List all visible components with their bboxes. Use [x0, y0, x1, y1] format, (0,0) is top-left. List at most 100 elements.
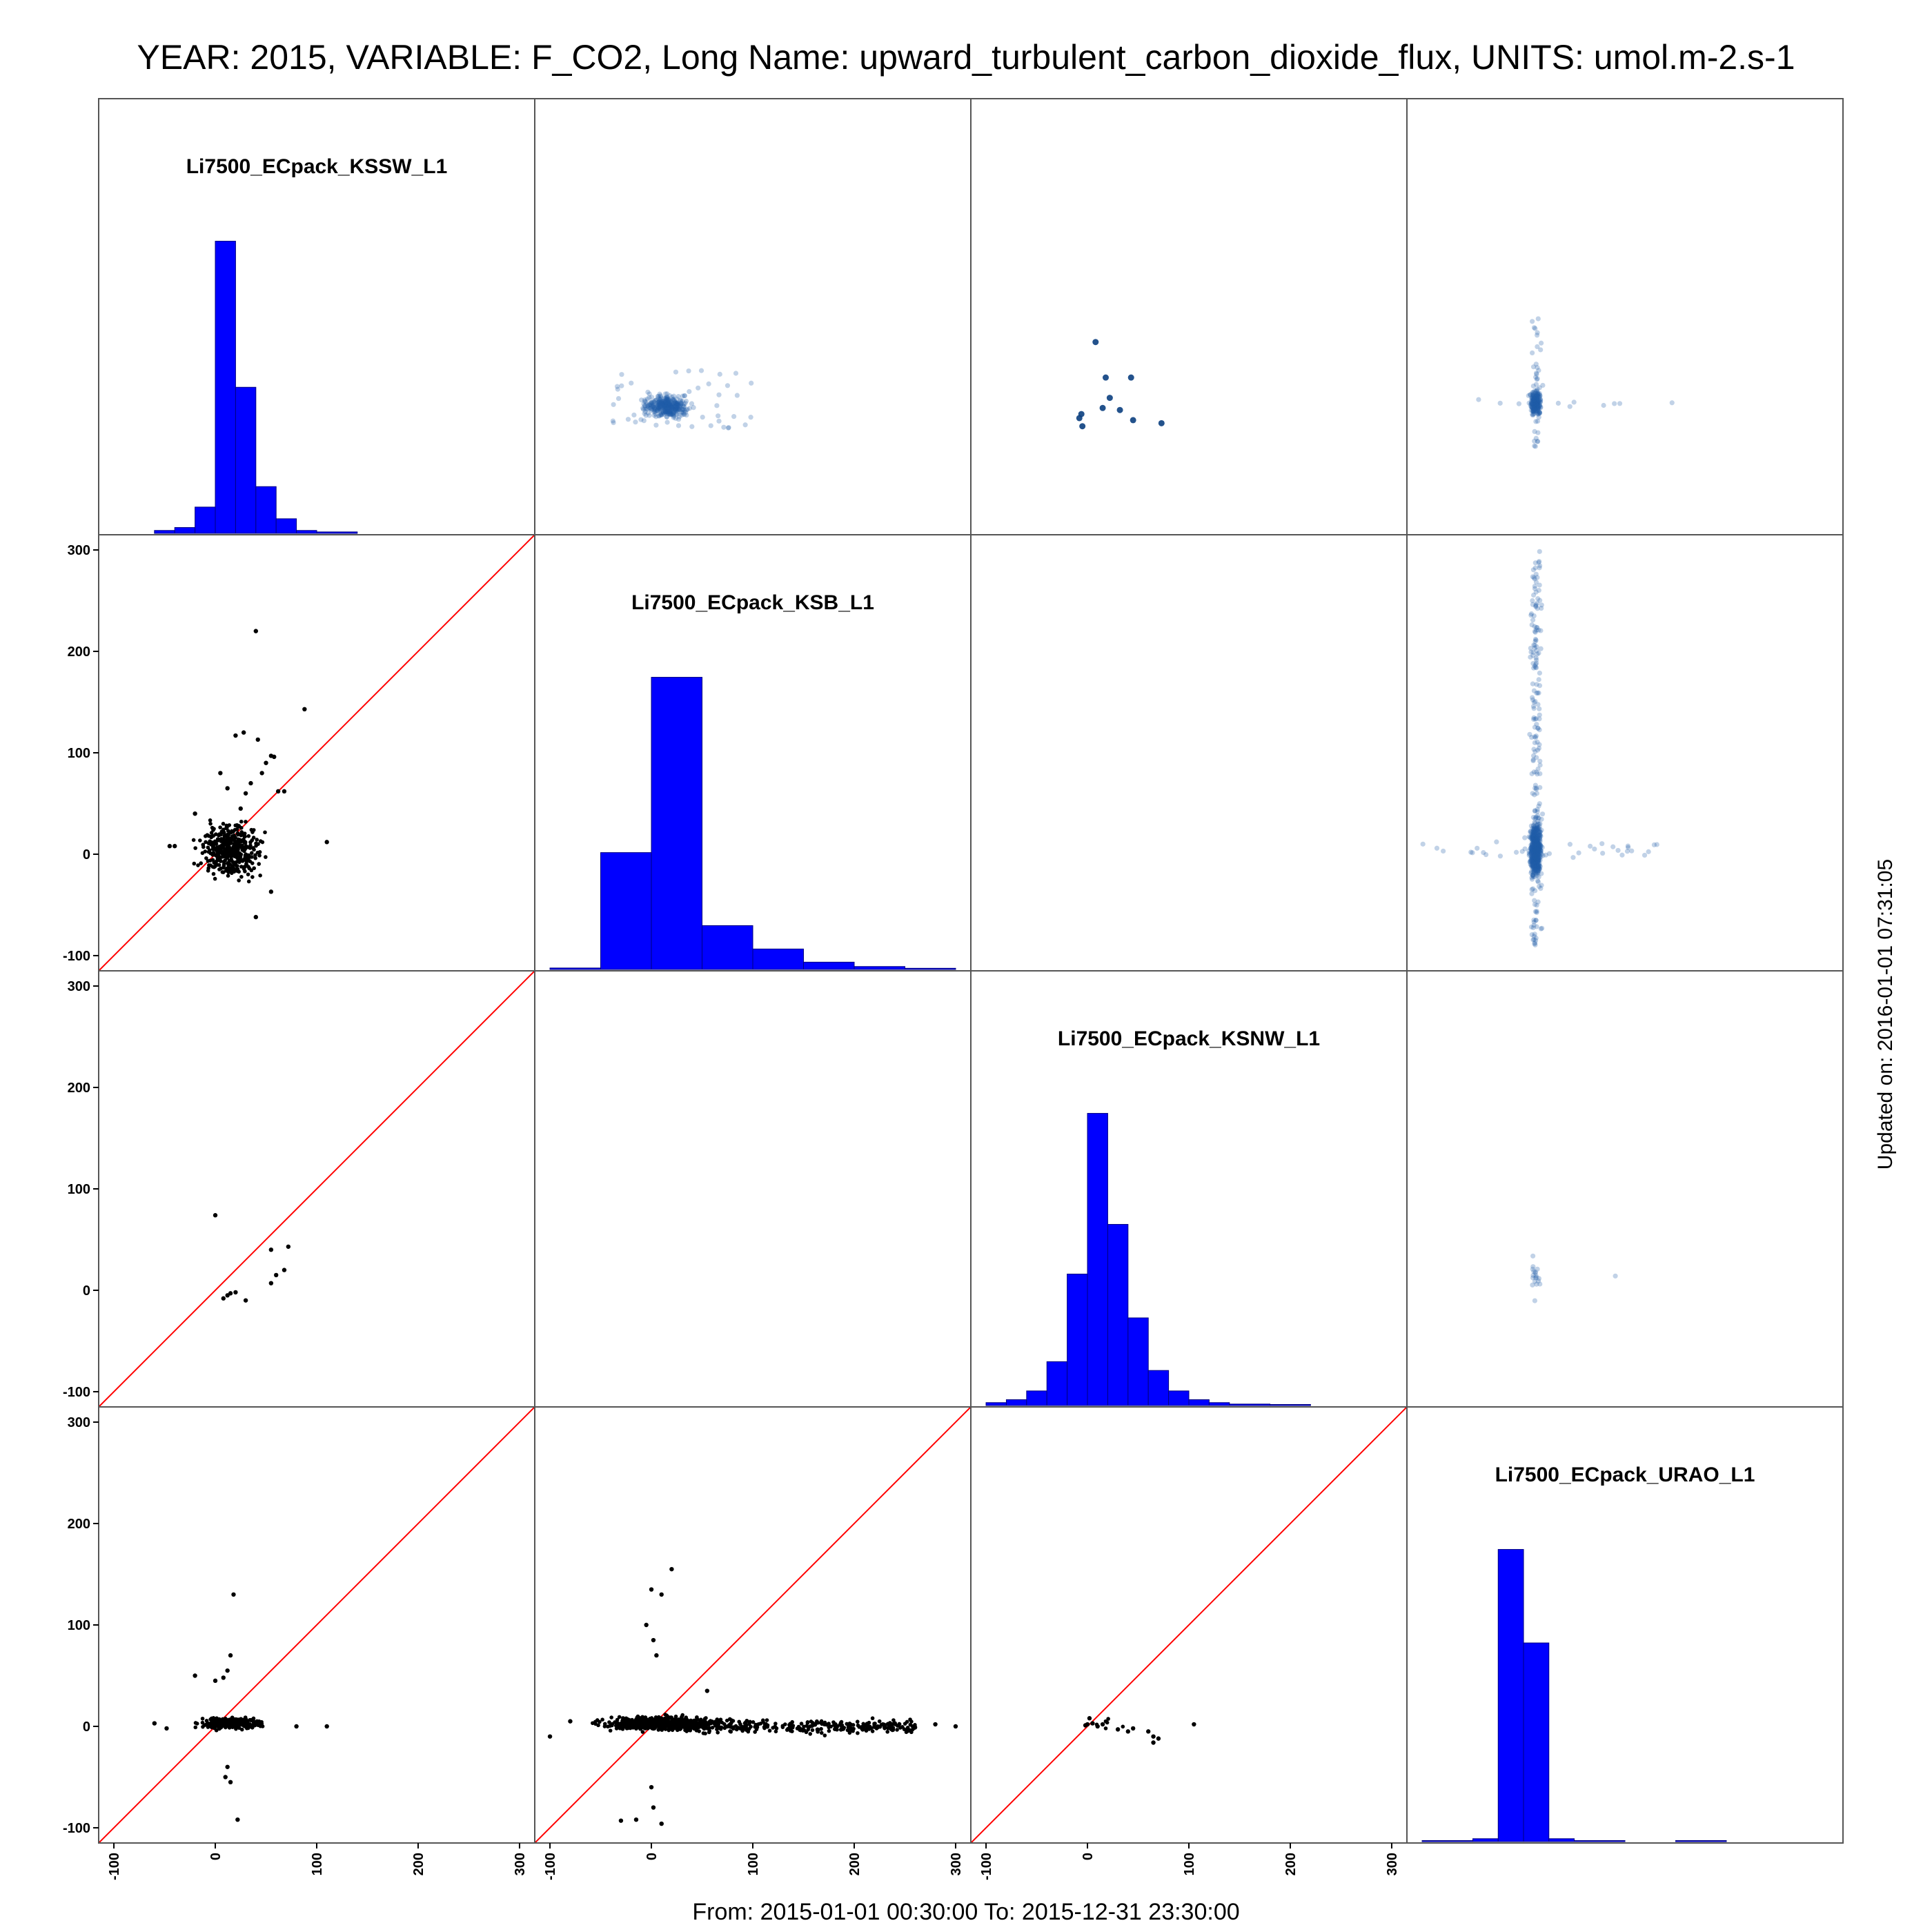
density-point	[1535, 878, 1541, 884]
scatter-point	[225, 1764, 230, 1769]
density-point	[1534, 845, 1539, 851]
density-point	[1535, 840, 1540, 846]
density-point	[1535, 399, 1541, 405]
scatter-point	[1125, 1729, 1131, 1734]
density-point	[1535, 393, 1540, 399]
density-point	[1535, 850, 1540, 856]
density-point	[1532, 785, 1538, 791]
density-point	[1539, 340, 1544, 346]
density-point	[1538, 646, 1544, 651]
density-point	[1535, 690, 1541, 696]
scatter-point	[1106, 1717, 1110, 1721]
density-point	[670, 405, 676, 411]
scatter-point	[606, 1724, 610, 1729]
density-point	[672, 407, 678, 413]
density-point	[1531, 700, 1537, 705]
density-point	[1535, 837, 1541, 842]
density-point	[1531, 853, 1537, 859]
density-point	[1530, 837, 1536, 842]
scatter-point	[617, 1715, 622, 1719]
density-point	[1531, 857, 1537, 862]
density-point	[666, 405, 671, 411]
density-point	[658, 401, 664, 406]
scatter-point	[1100, 1722, 1105, 1727]
scatter-point	[152, 1721, 157, 1726]
density-point	[1629, 848, 1635, 854]
density-point	[671, 412, 676, 418]
density-point	[1535, 857, 1540, 862]
density-point	[1536, 839, 1541, 845]
panel-frame	[1406, 970, 1844, 1408]
density-point	[1528, 862, 1534, 868]
density-point	[1534, 851, 1539, 856]
density-point	[1532, 642, 1537, 648]
histogram-bar	[1067, 1273, 1088, 1406]
scatter-point	[697, 1729, 701, 1733]
density-point	[1534, 858, 1539, 863]
scatter-point	[240, 859, 245, 863]
density-point	[733, 371, 739, 376]
density-point	[1531, 840, 1537, 846]
density-point	[1534, 853, 1539, 858]
density-point	[671, 411, 676, 416]
density-point	[614, 384, 620, 389]
density-point	[1532, 749, 1538, 754]
density-point	[1529, 835, 1535, 840]
density-point	[680, 393, 685, 399]
density-point	[1532, 576, 1537, 582]
density-point	[663, 401, 669, 406]
scatter-point	[229, 849, 234, 853]
scatter-point	[716, 1731, 720, 1735]
density-point	[1537, 403, 1543, 408]
density-point	[1533, 845, 1539, 850]
density-point	[1535, 846, 1540, 851]
scatter-point	[701, 1731, 706, 1735]
density-point	[1535, 410, 1540, 416]
density-point	[1534, 722, 1539, 727]
density-point	[664, 408, 670, 414]
density-point	[676, 406, 682, 412]
density-point	[1533, 847, 1539, 853]
density-point	[1534, 854, 1539, 860]
density-point	[672, 406, 678, 412]
density-point	[1531, 836, 1537, 841]
density-point	[1535, 402, 1540, 408]
density-point	[1533, 853, 1539, 858]
scatter-point	[738, 1726, 743, 1731]
density-point	[662, 409, 669, 415]
density-point	[1535, 834, 1540, 840]
density-point	[1537, 394, 1543, 400]
scatter-point	[659, 1723, 664, 1728]
density-point	[1535, 391, 1541, 397]
density-point	[1571, 400, 1577, 405]
density-point	[680, 410, 686, 415]
density-point	[667, 393, 673, 399]
density-point	[1537, 410, 1542, 415]
density-point	[657, 399, 662, 404]
density-point	[646, 402, 652, 408]
scatter-point	[765, 1718, 769, 1722]
density-point	[1535, 408, 1541, 413]
density-point	[1528, 392, 1533, 397]
density-point	[1532, 842, 1538, 847]
density-point	[1530, 567, 1536, 573]
scatter-point	[221, 843, 226, 847]
density-point	[1534, 852, 1539, 858]
density-point	[1528, 823, 1534, 829]
density-point	[641, 401, 647, 407]
density-point	[1533, 602, 1539, 608]
density-point	[663, 395, 669, 401]
histogram-bar	[702, 925, 753, 970]
density-point	[1535, 830, 1541, 836]
density-point	[1530, 840, 1536, 846]
density-point	[1537, 829, 1543, 835]
density-point	[666, 397, 671, 403]
scatter-point	[887, 1721, 892, 1725]
scatter-point	[239, 1719, 244, 1724]
density-point	[1535, 841, 1541, 847]
density-point	[1528, 857, 1534, 863]
histogram-bar	[752, 948, 804, 970]
density-point	[1535, 863, 1541, 869]
density-point	[1530, 409, 1536, 415]
density-point	[1530, 843, 1536, 849]
